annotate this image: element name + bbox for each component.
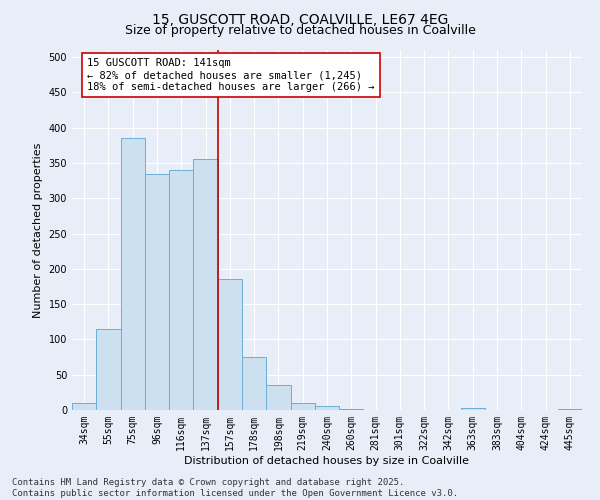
Bar bbox=[121, 138, 145, 410]
Bar bbox=[145, 174, 169, 410]
Bar bbox=[96, 329, 121, 410]
Bar bbox=[218, 280, 242, 410]
Bar bbox=[266, 386, 290, 410]
Bar bbox=[242, 357, 266, 410]
Bar bbox=[290, 403, 315, 410]
Text: 15, GUSCOTT ROAD, COALVILLE, LE67 4EG: 15, GUSCOTT ROAD, COALVILLE, LE67 4EG bbox=[152, 12, 448, 26]
Text: Contains HM Land Registry data © Crown copyright and database right 2025.
Contai: Contains HM Land Registry data © Crown c… bbox=[12, 478, 458, 498]
Bar bbox=[558, 408, 582, 410]
Bar bbox=[169, 170, 193, 410]
X-axis label: Distribution of detached houses by size in Coalville: Distribution of detached houses by size … bbox=[185, 456, 470, 466]
Bar bbox=[72, 403, 96, 410]
Bar bbox=[193, 160, 218, 410]
Text: Size of property relative to detached houses in Coalville: Size of property relative to detached ho… bbox=[125, 24, 475, 37]
Y-axis label: Number of detached properties: Number of detached properties bbox=[33, 142, 43, 318]
Bar bbox=[461, 408, 485, 410]
Bar bbox=[315, 406, 339, 410]
Text: 15 GUSCOTT ROAD: 141sqm
← 82% of detached houses are smaller (1,245)
18% of semi: 15 GUSCOTT ROAD: 141sqm ← 82% of detache… bbox=[87, 58, 374, 92]
